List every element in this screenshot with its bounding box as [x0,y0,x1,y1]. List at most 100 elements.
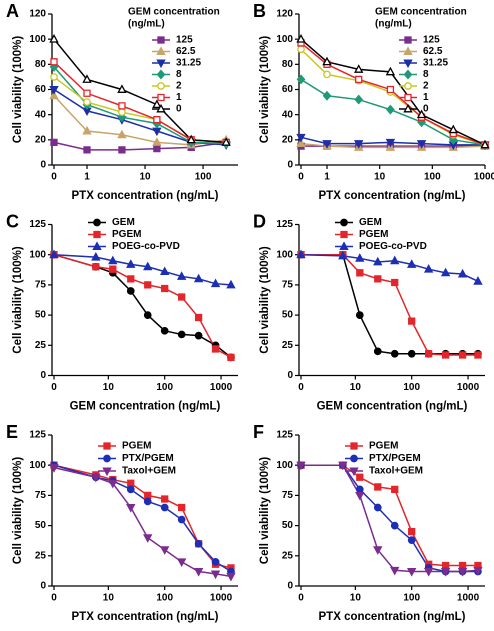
y-tick-label: 75 [35,280,47,291]
marker [448,124,458,134]
marker [152,137,162,146]
marker [144,491,152,500]
y-tick-label: 25 [35,550,47,561]
y-tick-label: 100 [276,34,293,45]
y-tick-label: 100 [276,460,293,471]
series-line [53,464,232,569]
legend-label: 8 [176,69,182,80]
marker [457,568,468,577]
panel-letter: E [6,422,18,442]
marker [356,473,364,481]
y-tick-label: 75 [282,280,294,291]
marker [416,140,427,149]
y-tick-label: 0 [40,370,46,381]
marker [354,94,364,105]
marker [441,351,450,359]
legend-label: Taxol+GEM [369,466,423,477]
marker [386,85,395,94]
marker [416,109,427,119]
marker [82,125,92,135]
panel-letter: B [253,1,266,21]
marker [193,568,204,577]
marker [160,326,169,335]
y-tick-label: 25 [35,340,47,351]
marker [176,271,187,280]
y-tick-label: 0 [287,160,293,171]
x-axis-label: GEM concentration (ng/mL) [317,401,468,413]
marker [143,261,153,271]
y-tick-label: 20 [282,134,294,145]
y-tick-label: 80 [35,59,47,70]
legend-marker [350,454,358,463]
marker [338,250,348,260]
marker [211,557,220,566]
x-tick-label: 0 [51,382,57,393]
marker [118,108,126,117]
marker [117,112,127,123]
marker [423,568,434,577]
marker [355,253,365,262]
marker [226,572,236,582]
marker [423,264,434,273]
legend-marker [93,230,101,239]
y-tick-label: 40 [35,109,47,120]
x-axis-label: GEM concentration (ng/mL) [70,401,221,413]
marker [143,311,152,319]
legend-marker [349,467,359,477]
legend-label: PGEM [122,441,151,452]
series-line [53,66,227,145]
marker [210,570,221,580]
marker [297,45,305,54]
marker [194,539,203,548]
y-tick-label: 0 [40,581,46,592]
y-axis-label: Cell viability (100%) [259,457,271,565]
legend-marker [103,442,111,450]
marker [296,138,306,148]
y-tick-label: 0 [287,370,293,381]
marker [49,86,59,95]
x-tick-label: 1000 [474,172,494,183]
x-axis-label: PTX concentration (ng/mL) [319,611,466,623]
panel-letter: D [253,211,266,231]
marker [385,66,396,76]
legend-marker [93,218,101,227]
marker [391,485,399,494]
x-tick-label: 1000 [210,382,233,393]
marker [296,133,306,143]
marker [83,89,91,97]
x-axis-label: PTX concentration (ng/mL) [72,611,219,623]
legend-marker [403,69,413,80]
legend-label: 0 [423,104,429,115]
series-line [53,253,232,286]
marker [425,350,433,358]
x-tick-label: 10 [350,593,362,604]
marker [186,134,196,144]
legend-label: POEG-co-PVD [359,241,427,252]
x-tick-label: 10 [350,382,362,393]
y-tick-label: 75 [282,490,294,501]
marker [386,104,395,115]
series-line [300,253,479,282]
legend-title: GEM concentration [375,7,467,18]
legend-marker [157,36,165,44]
marker [390,566,400,576]
legend-label: Taxol+GEM [122,466,176,477]
marker [458,561,467,570]
marker [127,479,135,487]
marker [161,284,169,293]
marker [109,265,117,273]
legend-marker [340,230,348,239]
marker [374,275,382,283]
marker [221,137,231,146]
marker [159,266,170,276]
series-line [301,464,479,573]
y-axis-label: Cell viability (100%) [12,246,24,354]
marker [407,349,416,358]
legend-marker [403,59,413,69]
y-tick-label: 125 [29,219,46,230]
panel-letter: C [6,211,19,231]
x-tick-label: 100 [424,172,441,183]
legend-marker [157,82,165,90]
marker [178,293,186,301]
